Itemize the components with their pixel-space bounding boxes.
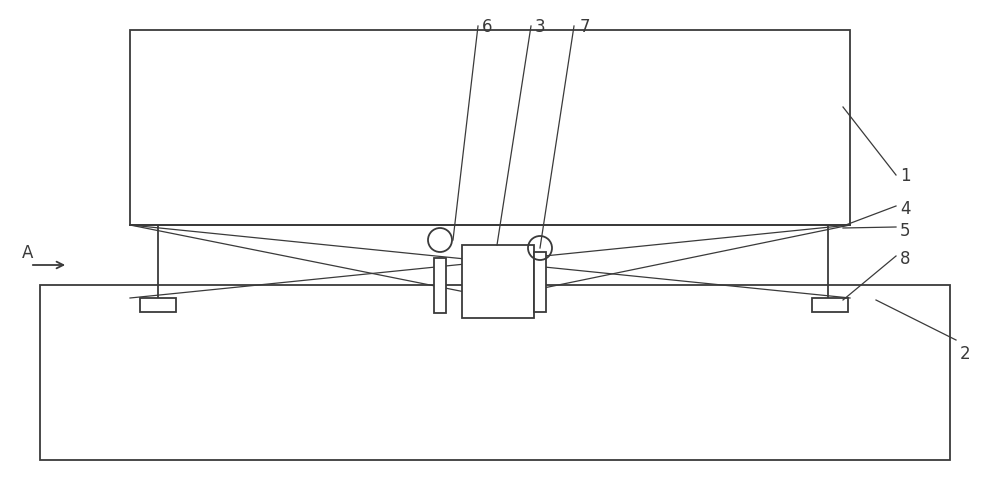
Text: 1: 1 xyxy=(900,167,911,185)
Text: 5: 5 xyxy=(900,222,910,240)
Text: 4: 4 xyxy=(900,200,910,218)
Bar xyxy=(812,298,848,312)
Text: 3: 3 xyxy=(535,18,546,36)
Bar xyxy=(534,252,546,312)
Text: 2: 2 xyxy=(960,345,971,363)
Text: A: A xyxy=(22,244,33,262)
Bar xyxy=(130,30,850,225)
Bar xyxy=(462,245,534,318)
Bar xyxy=(140,298,176,312)
Text: 7: 7 xyxy=(580,18,590,36)
Text: 6: 6 xyxy=(482,18,492,36)
Text: 8: 8 xyxy=(900,250,910,268)
Bar xyxy=(434,258,446,313)
Bar xyxy=(40,285,950,460)
